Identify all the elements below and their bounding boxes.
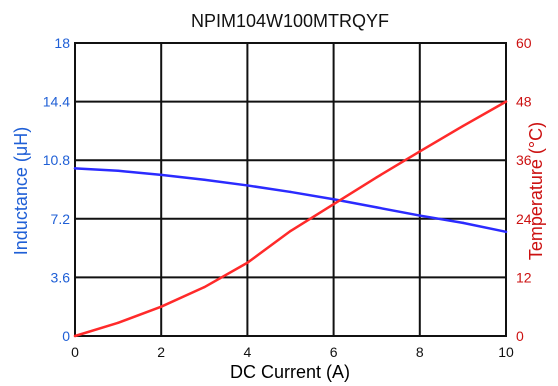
left-y-tick-label-4: 14.4 <box>43 94 70 110</box>
temperature-point-10 <box>504 100 508 103</box>
right-y-tick-label-0: 0 <box>516 328 524 344</box>
chart-title: NPIM104W100MTRQYF <box>191 11 389 31</box>
inductance-point-8 <box>418 214 421 217</box>
x-tick-label-3: 6 <box>330 344 338 360</box>
inductance-point-2 <box>160 173 163 177</box>
temperature-point-2 <box>160 305 163 308</box>
inductance-point-7 <box>375 206 378 209</box>
inductance-point-4 <box>246 184 249 187</box>
left-y-tick-label-0: 0 <box>62 328 70 344</box>
temperature-point-6 <box>332 202 335 206</box>
inductance-point-9 <box>461 221 465 225</box>
x-tick-label-4: 8 <box>416 344 424 360</box>
right-y-tick-label-5: 60 <box>516 35 532 51</box>
right-y-tick-label-1: 12 <box>516 269 532 285</box>
left-y-tick-label-5: 18 <box>54 35 70 51</box>
temperature-point-3 <box>203 285 206 289</box>
left-y-tick-label-2: 7.2 <box>51 211 71 227</box>
series-layer <box>73 100 508 338</box>
temperature-point-0 <box>73 334 77 338</box>
left-y-axis-label: Inductance (μH) <box>11 127 31 255</box>
right-y-tick-label-2: 24 <box>516 211 532 227</box>
inductance-point-10 <box>504 230 508 234</box>
right-y-tick-label-3: 36 <box>516 152 532 168</box>
temperature-point-8 <box>418 150 421 153</box>
left-y-tick-label-3: 10.8 <box>43 152 70 168</box>
plot-frame <box>74 42 507 337</box>
x-axis-label: DC Current (A) <box>230 362 350 382</box>
x-tick-label-2: 4 <box>244 344 252 360</box>
right-y-tick-label-4: 48 <box>516 94 532 110</box>
grid-layer <box>74 42 507 337</box>
inductance-point-1 <box>116 169 120 172</box>
inductance-point-5 <box>289 190 292 194</box>
temperature-point-5 <box>289 229 292 233</box>
temperature-point-1 <box>116 321 120 325</box>
x-tick-label-0: 0 <box>71 344 79 360</box>
right-y-axis-label: Temperature (°C) <box>526 122 546 260</box>
x-tick-label-5: 10 <box>498 344 514 360</box>
temperature-point-7 <box>375 176 378 179</box>
x-tick-label-1: 2 <box>157 344 165 360</box>
inductance-point-6 <box>332 198 335 201</box>
inductance-point-0 <box>73 167 77 170</box>
temperature-point-9 <box>461 124 465 128</box>
inductance-point-3 <box>203 178 206 181</box>
temperature-point-4 <box>246 261 249 264</box>
left-y-tick-label-1: 3.6 <box>51 269 71 285</box>
